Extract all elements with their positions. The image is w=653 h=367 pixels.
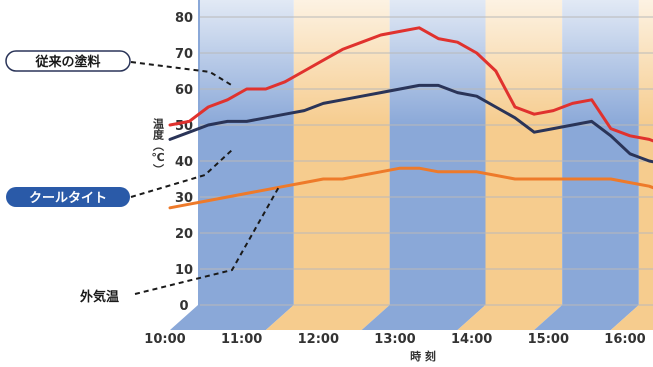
x-tick-label-0: 10:00 bbox=[144, 332, 185, 347]
y-tick-label-8: 80 bbox=[175, 11, 193, 26]
y-tick-label-6: 60 bbox=[175, 83, 193, 98]
label-conventional-text: 従来の塗料 bbox=[34, 54, 100, 70]
y-tick-label-1: 10 bbox=[175, 263, 193, 278]
x-tick-label-5: 15:00 bbox=[528, 332, 569, 347]
y-tick-label-3: 30 bbox=[175, 191, 193, 206]
y-axis-label: 温度（℃） bbox=[151, 117, 165, 175]
x-tick-labels: 10:00 11:00 12:00 13:00 14:00 15:00 16:00 bbox=[144, 332, 645, 347]
series-line-conventional bbox=[168, 26, 653, 143]
series-lines bbox=[168, 26, 653, 210]
series-line-outside bbox=[168, 166, 653, 210]
label-conventional-box bbox=[5, 50, 131, 72]
label-cooltight-text: クールタイト bbox=[29, 191, 107, 206]
y-tick-label-7: 70 bbox=[175, 47, 193, 62]
x-tick-label-3: 13:00 bbox=[374, 332, 415, 347]
y-tick-label-2: 20 bbox=[175, 227, 193, 242]
y-tick-label-0: 0 bbox=[179, 299, 188, 314]
leader-outside bbox=[134, 184, 281, 295]
x-tick-label-1: 11:00 bbox=[221, 332, 262, 347]
x-tick-label-4: 14:00 bbox=[451, 332, 492, 347]
x-tick-label-2: 12:00 bbox=[298, 332, 339, 347]
x-axis-label: 時 刻 bbox=[410, 349, 436, 363]
label-outside-text: 外気温 bbox=[79, 289, 119, 305]
label-conventional: 従来の塗料 bbox=[5, 50, 234, 87]
label-outside: 外気温 bbox=[79, 184, 281, 305]
x-tick-label-6: 16:00 bbox=[604, 332, 645, 347]
label-cooltight-box bbox=[6, 187, 130, 207]
y-tick-label-4: 40 bbox=[175, 155, 193, 170]
leader-cooltight bbox=[130, 149, 233, 198]
label-cooltight: クールタイト bbox=[6, 149, 233, 207]
series-line-cooltight bbox=[168, 83, 653, 164]
